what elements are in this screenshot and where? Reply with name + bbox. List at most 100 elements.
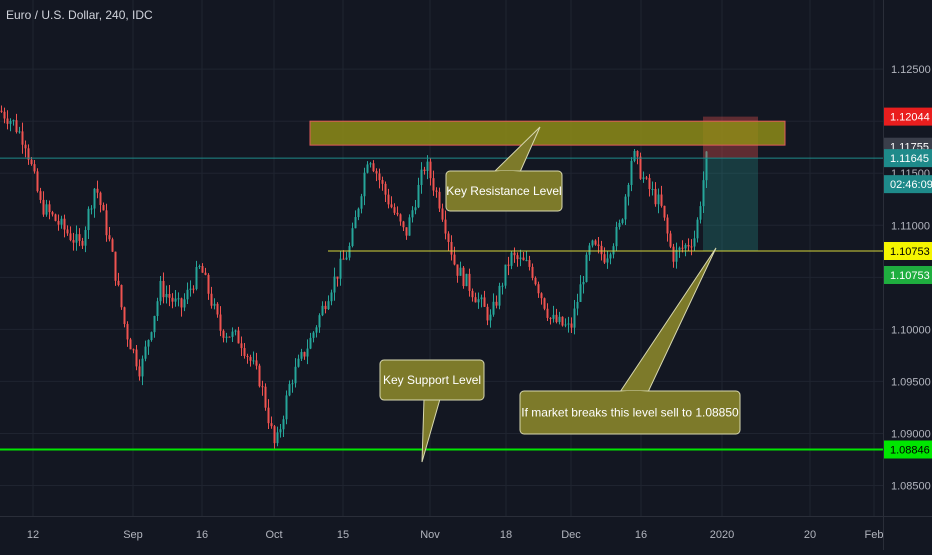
candle-body	[135, 349, 138, 367]
candle-body	[114, 251, 117, 281]
candle-body	[405, 227, 408, 236]
candle-body	[687, 244, 690, 247]
candle-body	[93, 188, 96, 209]
label-current-bg	[884, 149, 932, 168]
candle-body	[222, 330, 225, 338]
candle-body	[177, 298, 180, 300]
callout-seam	[494, 171, 520, 172]
candle-body	[543, 298, 546, 309]
candle-body	[378, 173, 381, 181]
candle-body	[189, 288, 192, 290]
label-support-bg	[884, 440, 932, 459]
candle-body	[660, 194, 663, 206]
candle-body	[654, 188, 657, 205]
candle-body	[105, 210, 108, 236]
candle-body	[678, 247, 681, 250]
candle-body	[456, 264, 459, 276]
candle-body	[174, 298, 177, 302]
candle-body	[474, 297, 477, 303]
callout-pointer	[421, 398, 441, 463]
candle-body	[156, 301, 159, 316]
candle-body	[36, 171, 39, 192]
candle-body	[141, 358, 144, 377]
candle-body	[87, 208, 90, 231]
candle-body	[309, 337, 312, 349]
candle-body	[600, 245, 603, 255]
candle-body	[468, 273, 471, 291]
candle-body	[27, 148, 30, 160]
candle-body	[612, 246, 615, 255]
candle-body	[477, 299, 480, 303]
candle-body	[12, 120, 15, 122]
candle-body	[408, 217, 411, 236]
candle-body	[192, 288, 195, 290]
key-resistance-label: Key Resistance Level	[445, 126, 563, 212]
candle-body	[615, 226, 618, 247]
candle-body	[162, 280, 165, 298]
candle-body	[246, 355, 249, 357]
candle-body	[258, 365, 261, 387]
x-tick-label: 20	[804, 529, 816, 541]
candle-body	[261, 386, 264, 388]
y-tick-label: 1.10000	[891, 324, 931, 336]
candle-body	[90, 208, 93, 210]
candle-body	[573, 308, 576, 328]
callout-pointer	[619, 247, 717, 393]
candle-body	[39, 191, 42, 200]
candle-body	[0, 110, 3, 112]
candle-body	[273, 426, 276, 444]
candle-body	[459, 267, 462, 276]
candle-body	[492, 301, 495, 315]
candle-body	[657, 194, 660, 205]
candle-body	[666, 217, 669, 234]
candle-body	[306, 348, 309, 357]
candle-body	[210, 293, 213, 306]
callout-seam	[620, 391, 648, 392]
candle-body	[579, 284, 582, 302]
candle-body	[513, 252, 516, 256]
candle-body	[540, 293, 543, 299]
candle-body	[204, 272, 207, 275]
candle-body	[345, 257, 348, 260]
candle-body	[369, 163, 372, 165]
candle-body	[66, 229, 69, 234]
candle-body	[339, 258, 342, 279]
candles	[0, 105, 708, 450]
candle-body	[465, 273, 468, 287]
x-tick-label: 16	[635, 529, 647, 541]
candle-body	[75, 234, 78, 243]
label-breakdown-2: 1.10753	[890, 270, 930, 282]
candle-body	[327, 301, 330, 310]
candle-body	[462, 267, 465, 287]
candle-body	[150, 332, 153, 341]
candle-body	[276, 432, 279, 444]
candle-body	[21, 131, 24, 145]
candle-body	[336, 276, 339, 279]
candle-body	[438, 191, 441, 209]
candle-body	[564, 324, 567, 326]
candle-body	[399, 214, 402, 222]
candle-body	[84, 230, 87, 246]
candle-body	[351, 228, 354, 247]
candle-body	[447, 233, 450, 242]
candle-body	[180, 298, 183, 308]
label-timer-bg	[884, 175, 932, 194]
candle-body	[363, 172, 366, 197]
x-tick-label: 12	[27, 529, 39, 541]
candle-body	[303, 352, 306, 357]
candle-body	[126, 324, 129, 340]
candle-body	[252, 360, 255, 362]
take-profit-zone	[703, 158, 758, 251]
candle-body	[267, 407, 270, 424]
candle-body	[417, 184, 420, 208]
candle-body	[390, 204, 393, 208]
candle-body	[207, 274, 210, 294]
candle-body	[153, 315, 156, 333]
candle-body	[432, 178, 435, 191]
candle-body	[690, 246, 693, 248]
candle-body	[264, 386, 267, 408]
candle-body	[606, 258, 609, 263]
candle-body	[507, 264, 510, 266]
